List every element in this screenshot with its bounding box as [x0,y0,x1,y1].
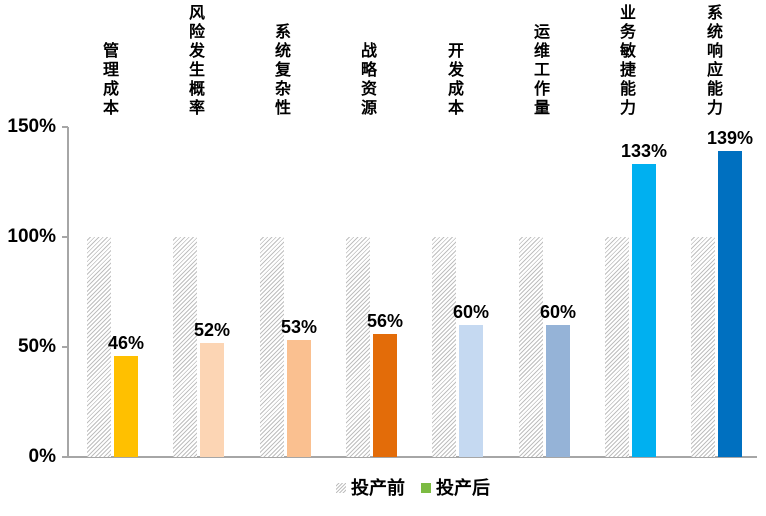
legend-label-after: 投产后 [436,478,490,498]
legend-hatch-swatch-icon [336,483,346,493]
category-label: 管理成本 [100,42,117,118]
category-label: 开发成本 [445,42,462,118]
bar-pre-production [519,237,543,457]
data-label: 60% [539,302,577,322]
y-axis-tick-mark [62,236,68,238]
data-label: 133% [620,141,668,161]
data-label: 52% [193,320,231,340]
bar-pre-production [346,237,370,457]
bar-pre-production [605,237,629,457]
data-label: 46% [107,333,145,353]
bar-pre-production [691,237,715,457]
y-axis-tick-mark [62,346,68,348]
data-label: 60% [452,302,490,322]
bar-post-production [200,343,224,457]
y-axis-tick-mark [62,126,68,128]
y-axis-tick-label: 50% [17,336,56,357]
bar-pre-production [260,237,284,457]
data-label: 56% [366,311,404,331]
category-label: 风险发生概率 [186,4,203,118]
y-axis-tick-label: 150% [7,116,56,137]
category-label: 系统响应能力 [704,4,721,118]
legend-item-after: 投产后 [421,476,490,500]
bar-post-production [546,325,570,457]
legend-item-before: 投产前 [336,476,405,500]
category-label: 运维工作量 [531,23,548,118]
y-axis-tick-label: 0% [28,446,56,467]
bar-post-production [632,164,656,457]
bar-pre-production [432,237,456,457]
bar-post-production [114,356,138,457]
bar-post-production [459,325,483,457]
data-label: 53% [280,317,318,337]
bar-post-production [373,334,397,457]
bar-post-production [287,340,311,457]
bar-pre-production [87,237,111,457]
legend: 投产前 投产后 [336,476,490,500]
data-label: 139% [706,128,754,148]
x-axis-line [62,456,757,458]
bar-post-production [718,151,742,457]
y-axis-tick-label: 100% [7,226,56,247]
legend-label-before: 投产前 [351,478,405,498]
category-label: 系统复杂性 [272,23,289,118]
y-axis-line [67,127,69,457]
category-label: 业务敏捷能力 [617,4,634,118]
category-label: 战略资源 [358,42,375,118]
bar-pre-production [173,237,197,457]
legend-green-swatch-icon [421,483,431,493]
